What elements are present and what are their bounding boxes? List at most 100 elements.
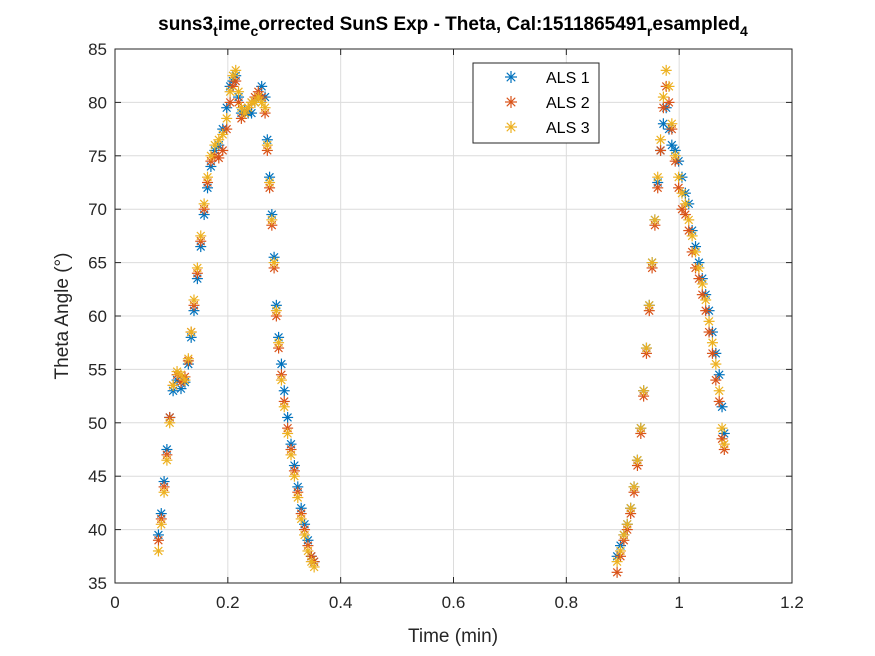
data-point xyxy=(706,347,718,359)
data-point xyxy=(713,369,725,381)
data-point xyxy=(230,75,242,87)
data-point xyxy=(690,246,702,258)
y-axis-label: Theta Angle (°) xyxy=(52,253,73,380)
data-point xyxy=(669,150,681,162)
legend-marker-1 xyxy=(505,71,517,83)
data-point xyxy=(713,395,725,407)
data-point xyxy=(233,86,245,98)
x-tick-label: 1.2 xyxy=(780,593,804,612)
y-tick-label: 45 xyxy=(88,467,107,486)
data-points xyxy=(152,64,730,578)
chart-title: suns3timecorrected SunS Exp - Theta, Cal… xyxy=(158,14,748,39)
data-point xyxy=(611,566,623,578)
data-point xyxy=(268,257,280,269)
y-tick-label: 65 xyxy=(88,254,107,273)
x-tick-label: 0.2 xyxy=(216,593,240,612)
title-segment: orrected SunS Exp - Theta, Cal:151186549… xyxy=(258,14,647,35)
data-point xyxy=(655,134,667,146)
data-point xyxy=(252,91,264,103)
data-point xyxy=(295,513,307,525)
data-point xyxy=(679,209,691,221)
data-point xyxy=(270,305,282,317)
data-point xyxy=(673,171,685,183)
data-point xyxy=(649,214,661,226)
title-segment: ime xyxy=(218,14,251,35)
series-3 xyxy=(152,64,730,573)
legend-label-2: ALS 2 xyxy=(546,95,590,112)
y-tick-label: 70 xyxy=(88,200,107,219)
data-point xyxy=(261,139,273,151)
data-point xyxy=(655,144,667,156)
data-point xyxy=(185,326,197,338)
data-point xyxy=(242,102,254,114)
y-tick-label: 85 xyxy=(88,40,107,59)
data-point xyxy=(706,337,718,349)
data-point xyxy=(191,262,203,274)
legend-marker-2 xyxy=(505,96,517,108)
data-point xyxy=(703,326,715,338)
data-point xyxy=(660,64,672,76)
data-point xyxy=(282,411,294,423)
data-point xyxy=(233,96,245,108)
data-point xyxy=(614,545,626,557)
data-point xyxy=(710,358,722,370)
title-subscript: t xyxy=(213,23,218,39)
data-point xyxy=(198,198,210,210)
data-point xyxy=(175,383,187,395)
data-point xyxy=(209,139,221,151)
y-tick-label: 40 xyxy=(88,521,107,540)
data-point xyxy=(167,379,179,391)
data-point xyxy=(646,257,658,269)
data-point xyxy=(246,107,258,119)
data-point xyxy=(302,545,314,557)
title-subscript: 4 xyxy=(740,23,748,39)
data-point xyxy=(621,518,633,530)
x-tick-label: 0.6 xyxy=(442,593,466,612)
legend-label-1: ALS 1 xyxy=(546,70,590,87)
data-point xyxy=(278,385,290,397)
y-tick-label: 55 xyxy=(88,360,107,379)
data-point xyxy=(221,112,233,124)
x-axis-label: Time (min) xyxy=(408,626,498,647)
data-point xyxy=(299,529,311,541)
data-point xyxy=(161,454,173,466)
x-tick-label: 0.4 xyxy=(329,593,353,612)
data-point xyxy=(308,561,320,573)
data-point xyxy=(288,470,300,482)
data-point xyxy=(716,422,728,434)
data-point xyxy=(285,449,297,461)
data-point xyxy=(713,385,725,397)
data-point xyxy=(693,262,705,274)
x-tick-label: 1 xyxy=(674,593,683,612)
legend: ALS 1 ALS 2 ALS 3 xyxy=(472,62,600,144)
data-point xyxy=(652,182,664,194)
data-point xyxy=(235,102,247,114)
y-tick-label: 50 xyxy=(88,414,107,433)
data-point xyxy=(182,353,194,365)
data-point xyxy=(152,534,164,546)
data-point xyxy=(195,230,207,242)
data-point xyxy=(275,358,287,370)
data-point xyxy=(638,385,650,397)
x-tick-label: 0.8 xyxy=(555,593,579,612)
data-point xyxy=(666,118,678,130)
data-point xyxy=(643,299,655,311)
data-point xyxy=(618,529,630,541)
y-tick-label: 80 xyxy=(88,93,107,112)
data-point xyxy=(230,64,242,76)
legend-marker-3 xyxy=(505,121,517,133)
data-point xyxy=(676,187,688,199)
x-tick-label: 0 xyxy=(110,593,119,612)
data-point xyxy=(718,438,730,450)
data-point xyxy=(635,422,647,434)
legend-label-3: ALS 3 xyxy=(546,120,590,137)
title-segment: suns3 xyxy=(158,14,213,35)
data-point xyxy=(264,177,276,188)
data-point xyxy=(152,545,164,557)
data-point xyxy=(282,427,294,439)
data-point xyxy=(278,401,290,413)
y-tick-label: 75 xyxy=(88,147,107,166)
data-point xyxy=(217,128,229,140)
title-subscript: r xyxy=(647,23,653,39)
